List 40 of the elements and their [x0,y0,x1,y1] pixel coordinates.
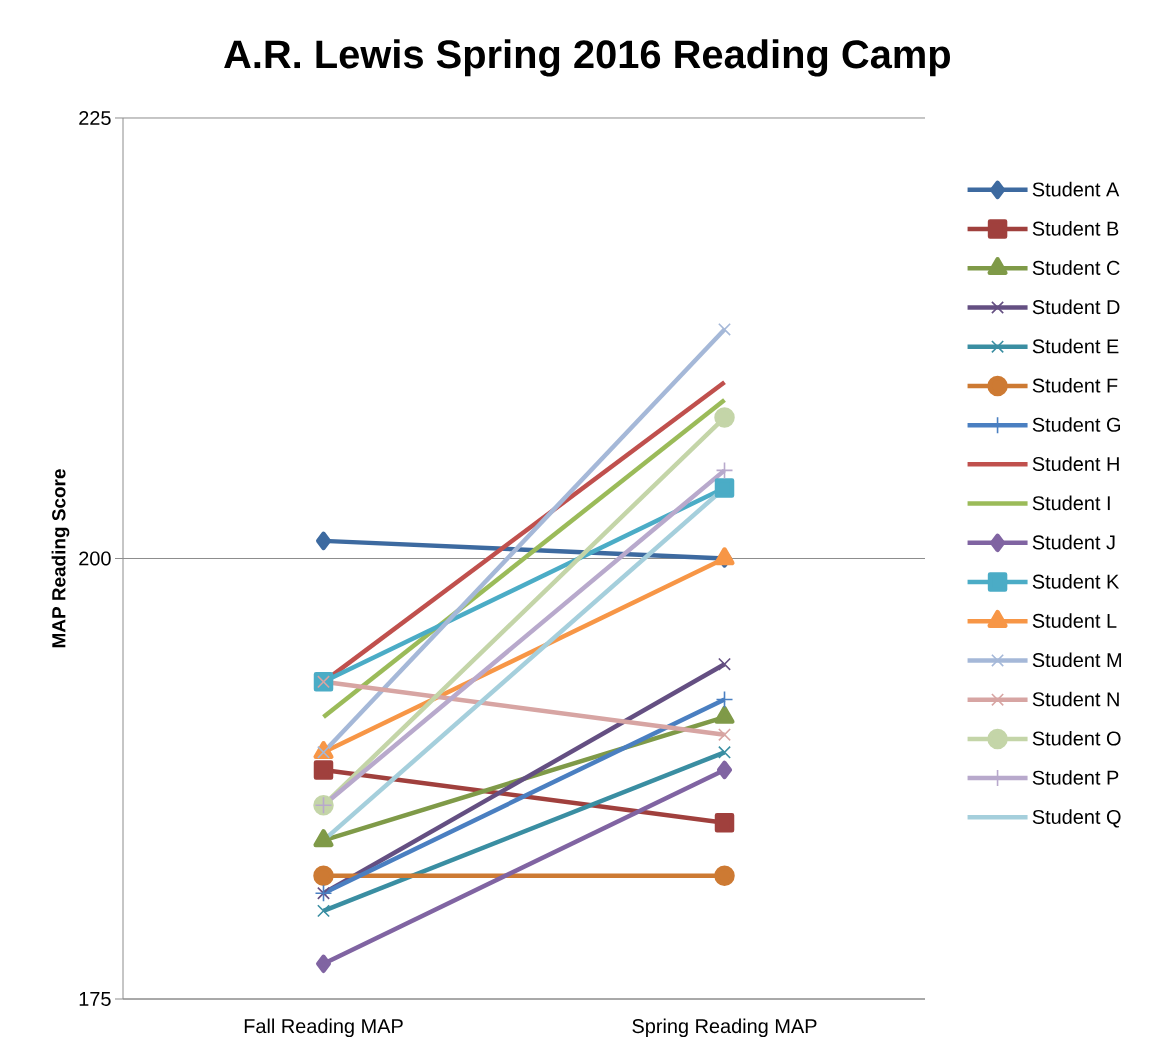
legend-label: Student F [1032,377,1118,393]
legend-label: Student D [1032,299,1120,315]
legend-label: Student B [1032,221,1119,236]
legend-label: Student O [1032,730,1121,746]
point [714,407,735,428]
legend-label: Student J [1032,534,1115,550]
point [714,865,735,886]
point [313,760,334,780]
legend-label: Student K [1032,574,1120,589]
y-axis-title: MAP Reading Score [51,469,70,648]
legend-label: Student Q [1032,809,1121,828]
point [313,865,334,886]
point [316,954,331,974]
legend-label: Student A [1032,181,1120,197]
point [316,531,331,551]
y-tick-label: 225 [79,110,111,126]
x-tick-label: Fall Reading MAP [244,1018,403,1038]
y-tick-label: 175 [79,992,111,1006]
legend-label: Student I [1032,495,1110,511]
legend-label: Student L [1032,613,1117,628]
legend-label: Student N [1032,691,1119,707]
y-tick-label: 200 [79,551,111,566]
point [714,478,735,498]
legend-label: Student G [1032,417,1121,432]
point [714,813,735,833]
legend-label: Student C [1032,260,1120,275]
legend-label: Student H [1032,456,1119,472]
x-tick-label: Spring Reading MAP [632,1018,817,1038]
legend-label: Student P [1032,770,1119,785]
point [718,322,731,336]
point [715,461,734,480]
point [718,745,731,759]
chart-title: A.R. Lewis Spring 2016 Reading Camp [224,39,950,77]
legend-label: Student M [1032,652,1121,668]
point [317,904,330,918]
legend-label: Student E [1032,338,1119,354]
point [718,657,731,671]
point [717,760,733,780]
point [718,728,731,742]
point [715,690,734,709]
